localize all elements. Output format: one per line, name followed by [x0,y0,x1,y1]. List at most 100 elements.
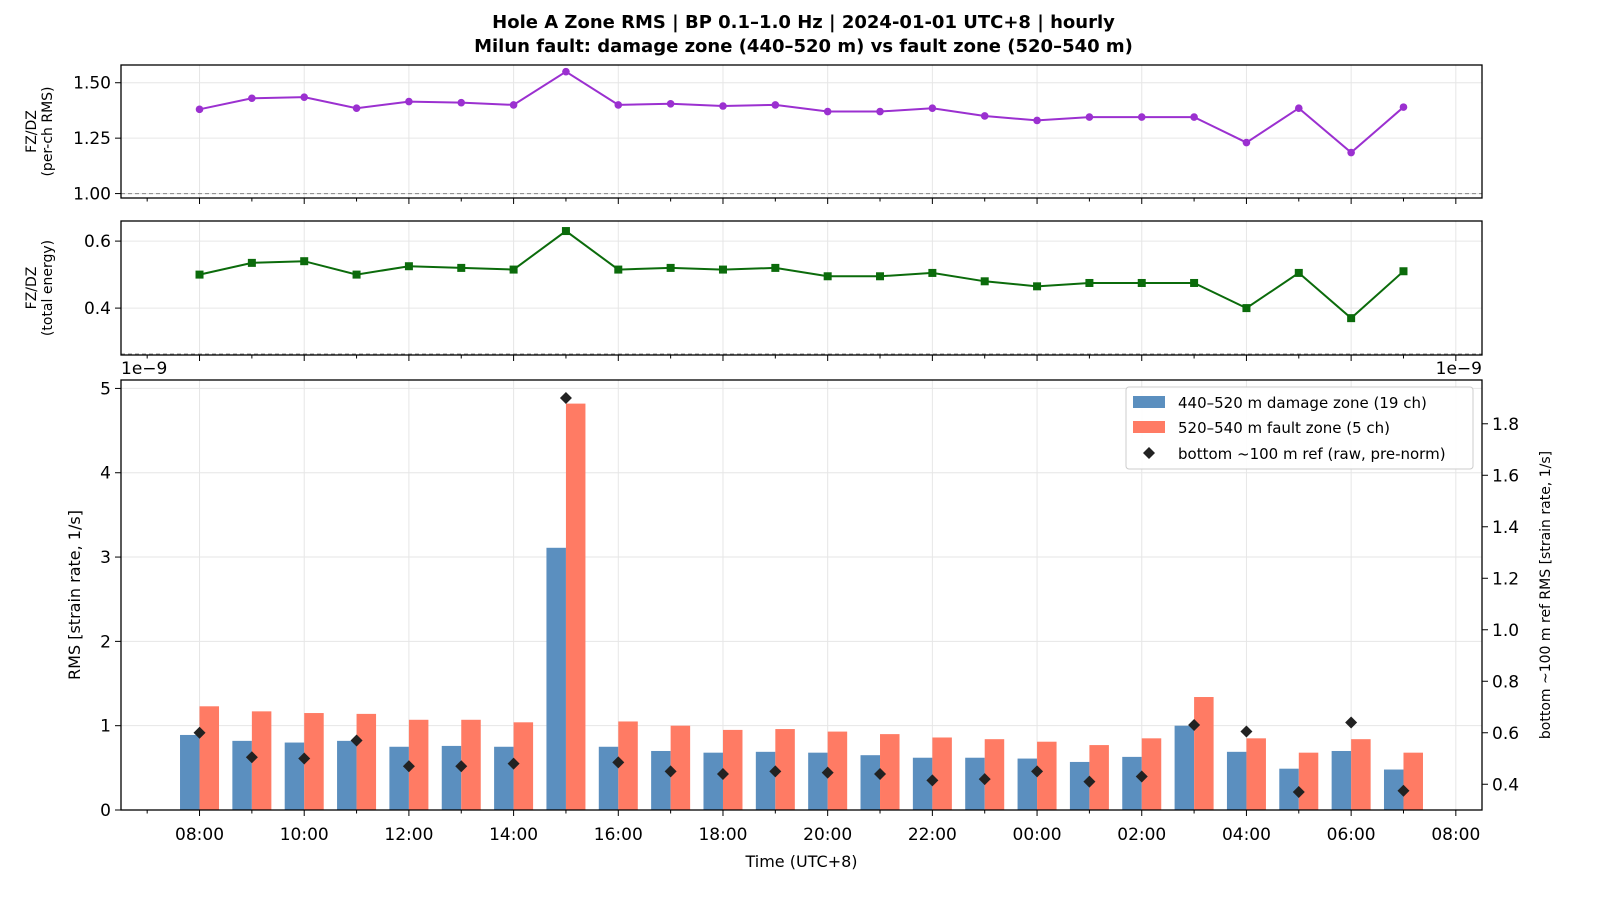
x-tick-label: 08:00 [175,825,224,845]
bar-fault-zone [722,729,743,810]
ref-marker [821,766,834,779]
y2-tick-label: 1.2 [1492,569,1519,589]
data-point [980,277,989,286]
data-point [719,102,727,110]
series-line [199,70,1405,154]
ref-marker [978,773,991,786]
y2-tick-label: 1.8 [1492,415,1519,435]
panel-rms-bars: 0 1 2 3 4 5 08:00 10:00 12:00 14:00 16:00 18:00 20:0… [65,359,1554,871]
ref-marker [769,765,782,778]
data-point [1399,103,1408,111]
data-point [1137,113,1146,121]
ref-marker [350,734,363,747]
ref-marker [1188,719,1201,732]
bar-damage-zone [1069,761,1090,810]
ref-marker [559,392,572,405]
data-point [1033,282,1042,291]
data-point [300,93,309,101]
data-point [666,263,675,272]
bar-damage-zone [441,745,462,810]
x-tick-label: 18:00 [698,825,747,845]
x-tick-label: 12:00 [384,825,433,845]
data-point [352,104,361,113]
y2-tick-label: 1.4 [1492,518,1519,538]
data-point [457,98,466,107]
y2-axis-label: bottom ~100 m ref RMS [strain rate, 1/s] [1538,451,1554,739]
x-tick-label: 00:00 [1013,825,1062,845]
data-point [718,265,727,274]
panel-ratio-rms: 1.00 1.25 1.50 FZ/DZ(per-ch RMS) [24,64,1483,205]
data-point [823,272,832,281]
ref-marker [1292,785,1305,798]
data-point [195,270,204,279]
y-tick-label: 1.00 [73,185,111,205]
ref-marker [1240,725,1253,738]
bar-damage-zone [284,742,305,810]
x-tick-label: 16:00 [594,825,643,845]
data-point [405,97,413,106]
y-tick-label: 0.6 [84,232,111,252]
x-tick-label: 02:00 [1117,825,1166,845]
data-point [1190,278,1199,287]
data-point [1137,278,1146,287]
bar-fault-zone [670,725,691,810]
y2-scale-offset: 1e−9 [1436,359,1482,379]
y2-tick-label: 0.4 [1492,775,1519,795]
data-point [562,67,570,76]
chart-title-line2: Milun fault: damage zone (440–520 m) vs … [474,36,1133,57]
bar-damage-zone [703,752,723,810]
y2-tick-label: 1.0 [1492,621,1519,641]
bar-damage-zone [1331,750,1352,810]
ref-marker [245,751,258,764]
data-point [771,263,780,272]
y-tick-label: 5 [100,379,111,399]
bar-fault-zone [251,711,272,810]
data-point [1347,314,1356,323]
bar-fault-zone [1037,741,1057,810]
axes-frame [120,379,1483,811]
bar-damage-zone [1226,751,1247,810]
x-tick-label: 14:00 [489,825,538,845]
bar-damage-zone [755,751,776,810]
bar-fault-zone [356,713,377,810]
x-tick-label: 08:00 [1431,825,1480,845]
data-point [1242,304,1251,313]
bar-fault-zone [984,739,1005,810]
bar-fault-zone [827,731,848,810]
data-point [666,99,675,108]
bar-damage-zone [912,757,933,810]
ref-marker [507,757,520,770]
legend: 440–520 m damage zone (19 ch) 520–540 m f… [1125,386,1474,470]
bar-fault-zone [408,719,429,810]
axes-frame [120,64,1483,199]
ref-marker [455,760,468,773]
bar-damage-zone [651,750,671,810]
bar-damage-zone [180,734,200,810]
data-point [195,105,204,114]
x-tick-label: 22:00 [908,825,957,845]
data-point [1294,268,1303,277]
bar-damage-zone [389,746,409,810]
bar-damage-zone [232,740,252,810]
bar-fault-zone [618,721,638,810]
bar-fault-zone [1298,752,1319,810]
ref-marker [1031,765,1044,778]
ref-marker [664,765,677,778]
bar-fault-zone [1351,739,1371,810]
panel-ratio-energy: 0.4 0.6 FZ/DZ(total energy) [24,220,1483,361]
bar-damage-zone [1174,725,1195,810]
bar-fault-zone [880,734,900,810]
y-tick-label: 1 [100,717,111,737]
series-line [199,229,1405,320]
data-point [1399,267,1408,276]
ref-marker [1083,775,1096,788]
data-point [509,265,518,274]
data-point [928,104,937,113]
data-point [876,272,885,281]
bar-damage-zone [337,740,357,810]
y-tick-label: 0.4 [84,299,111,319]
bar-damage-zone [808,752,828,810]
y-tick-label: 3 [100,548,111,568]
legend-label-fault: 520–540 m fault zone (5 ch) [1178,419,1390,437]
